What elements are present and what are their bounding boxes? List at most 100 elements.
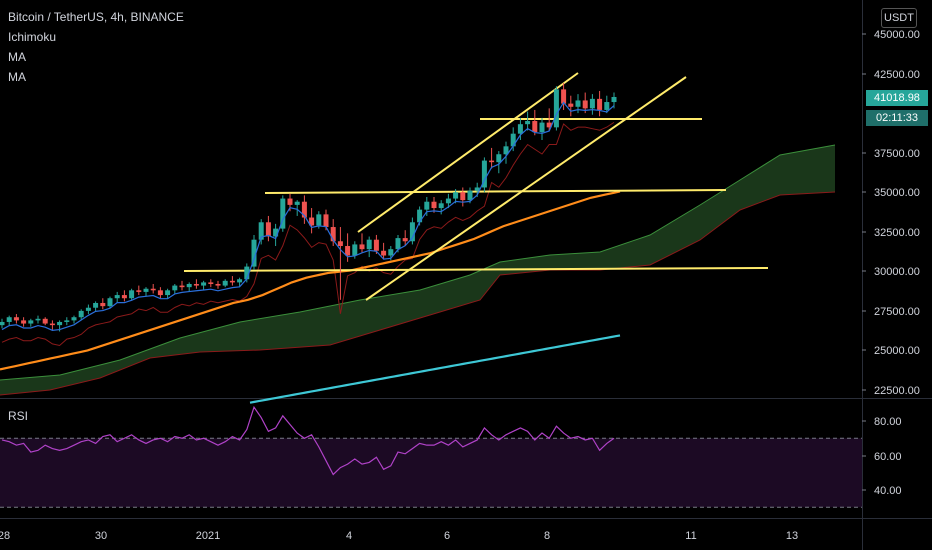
candle-body — [129, 290, 135, 299]
candle-body — [316, 214, 322, 226]
candle-body — [597, 98, 603, 110]
candle-body — [136, 290, 142, 292]
rsi-line — [1, 405, 615, 476]
trendline-0 — [183, 267, 769, 272]
candle-body — [258, 222, 264, 240]
candle-body — [57, 321, 63, 326]
trendline-1 — [264, 189, 727, 194]
candle-body — [13, 317, 19, 321]
drawn-trendlines[interactable] — [183, 72, 769, 301]
candle-body — [330, 227, 336, 242]
indicator-ma-label-2[interactable]: MA — [8, 70, 26, 84]
candle-body — [604, 102, 610, 110]
candle-body — [395, 238, 401, 250]
candle-body — [85, 307, 91, 311]
candle-body — [388, 249, 394, 256]
ma-orange-line — [0, 190, 621, 371]
candle-body — [93, 302, 99, 308]
ichimoku-tenkan-line — [1, 101, 615, 331]
candle-body — [229, 280, 235, 283]
senkou-a-line — [0, 144, 836, 381]
candle-body — [424, 201, 430, 210]
candle-body — [237, 279, 243, 283]
candle-body — [525, 121, 531, 125]
rsi-axis-label: 80.00 — [874, 416, 902, 428]
candle-body — [337, 241, 343, 247]
candle-body — [409, 222, 415, 242]
candle-body — [244, 266, 250, 280]
candle-body — [265, 222, 271, 237]
candle-body — [352, 244, 358, 256]
candle-body — [165, 290, 171, 296]
price-label: 27500.00 — [874, 306, 920, 318]
candle-body — [157, 290, 163, 296]
candle-body — [568, 103, 574, 107]
candle-body — [49, 323, 55, 326]
candle-body — [215, 283, 221, 286]
rsi-axis-label: 40.00 — [874, 485, 902, 497]
rsi-title[interactable]: RSI — [8, 409, 29, 423]
price-label: 22500.00 — [874, 385, 920, 397]
candle-body — [445, 198, 451, 204]
moving-averages — [0, 190, 621, 404]
indicator-ma-label[interactable]: MA — [8, 50, 26, 64]
price-label: 32500.00 — [874, 227, 920, 239]
kijun-line — [1, 121, 615, 347]
candle-body — [294, 201, 300, 205]
last-price-tag: 41018.98 — [866, 90, 928, 106]
time-label: 4 — [346, 530, 352, 542]
candle-body — [301, 201, 307, 218]
rsi-plot — [0, 405, 862, 508]
candle-body — [517, 124, 523, 134]
candle-body — [323, 214, 329, 228]
time-label: 8 — [544, 530, 550, 542]
price-label: 25000.00 — [874, 345, 920, 357]
candle-body — [273, 228, 279, 237]
candle-body — [143, 288, 149, 292]
candle-body — [481, 160, 487, 188]
candle-body — [381, 250, 387, 256]
symbol-title[interactable]: Bitcoin / TetherUS, 4h, BINANCE — [8, 10, 184, 24]
candle-body — [496, 154, 502, 163]
rsi-axis-label: 60.00 — [874, 451, 902, 463]
candle-body — [150, 288, 156, 291]
candle-body — [280, 198, 286, 229]
candle-body — [438, 203, 444, 209]
candle-body — [431, 201, 437, 209]
candle-body — [561, 89, 567, 104]
candle-body — [366, 239, 372, 250]
candle-body — [359, 244, 365, 250]
bar-countdown-tag: 02:11:33 — [866, 110, 928, 126]
candle-body — [539, 122, 545, 133]
price-label: 35000.00 — [874, 187, 920, 199]
indicator-ichimoku-label[interactable]: Ichimoku — [8, 30, 57, 44]
time-label: 6 — [444, 530, 450, 542]
time-label: 30 — [95, 530, 107, 542]
candle-body — [35, 318, 41, 321]
axis-labels: 45000.00 42500.00 37500.00 35000.00 32500.00… — [0, 29, 920, 542]
candle-body — [186, 283, 192, 288]
candle-body — [460, 192, 466, 201]
rsi-band — [0, 438, 862, 508]
ma-cyan-line — [249, 334, 621, 404]
time-label: 2021 — [196, 530, 220, 542]
candle-body — [345, 246, 351, 256]
time-label: 28 — [0, 530, 10, 542]
ichimoku-cloud — [0, 144, 836, 396]
trendline-4 — [365, 76, 687, 301]
candle-body — [172, 285, 178, 291]
candle-body — [532, 121, 538, 133]
candle-body — [100, 302, 106, 307]
currency-button[interactable]: USDT — [881, 8, 917, 28]
candle-body — [553, 89, 559, 128]
price-label: 45000.00 — [874, 29, 920, 41]
candle-body — [201, 282, 207, 286]
candle-body — [21, 320, 27, 324]
candle-body — [121, 295, 127, 299]
price-label: 30000.00 — [874, 266, 920, 278]
candle-body — [546, 122, 552, 128]
candle-body — [64, 320, 70, 322]
candle-body — [71, 317, 77, 321]
